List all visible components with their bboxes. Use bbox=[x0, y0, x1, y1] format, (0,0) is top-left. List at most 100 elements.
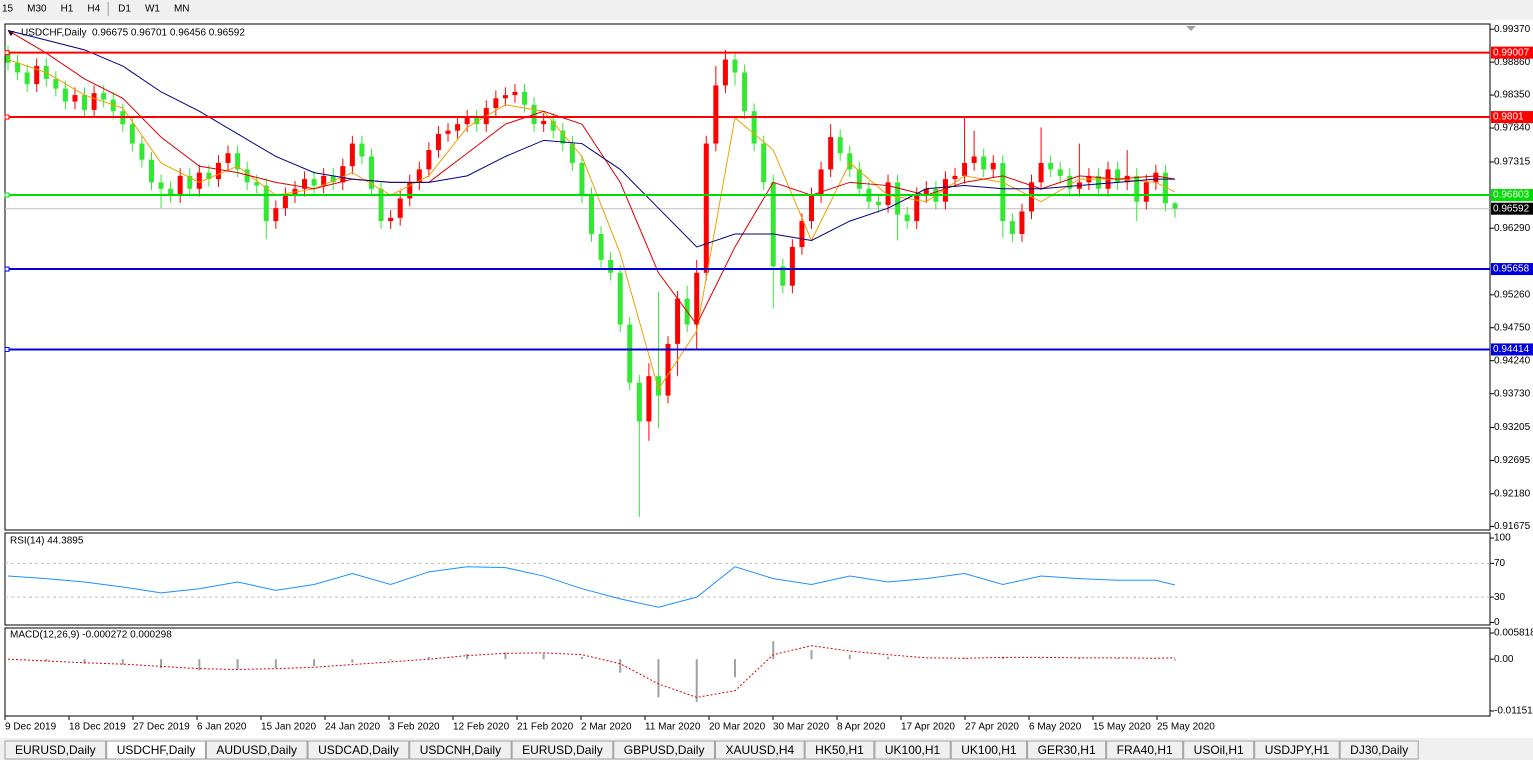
candle-body bbox=[158, 182, 164, 189]
x-tick-label: 6 Jan 2020 bbox=[197, 722, 247, 733]
candle-body bbox=[62, 88, 68, 102]
candle-body bbox=[522, 91, 528, 105]
rsi-line bbox=[7, 566, 1176, 608]
tab[interactable]: FRA40,H1 bbox=[1106, 740, 1184, 760]
tab[interactable]: UK100,H1 bbox=[950, 740, 1028, 760]
level-label: 0.96803 bbox=[1493, 190, 1530, 201]
level-handle bbox=[4, 114, 10, 120]
tab[interactable]: USOil,H1 bbox=[1183, 740, 1255, 760]
tab-label[interactable]: XAUUSD,H4 bbox=[725, 743, 794, 757]
tab[interactable]: UK100,H1 bbox=[874, 740, 951, 760]
chart-ohlc: 0.96675 0.96701 0.96456 0.96592 bbox=[92, 28, 245, 39]
tab-label[interactable]: HK50,H1 bbox=[815, 743, 864, 757]
candle-body bbox=[282, 195, 288, 209]
candle-body bbox=[168, 188, 174, 196]
current-price-label-bg bbox=[1491, 202, 1533, 215]
candle-body bbox=[340, 166, 346, 183]
candle-body bbox=[942, 179, 948, 202]
candle-body bbox=[809, 195, 815, 222]
tab-label[interactable]: AUDUSD,Daily bbox=[216, 743, 297, 757]
tab[interactable]: XAUUSD,H4 bbox=[714, 740, 805, 760]
candle-body bbox=[91, 93, 97, 110]
tab-label[interactable]: USOil,H1 bbox=[1194, 743, 1244, 757]
tab-label[interactable]: GBPUSD,Daily bbox=[624, 743, 705, 757]
candle-body bbox=[895, 182, 901, 215]
tab-label[interactable]: USDCNH,Daily bbox=[420, 743, 501, 757]
timeframe-button[interactable]: H4 bbox=[87, 4, 100, 15]
y-tick-label: 0.92180 bbox=[1494, 488, 1531, 499]
level-label: 0.99007 bbox=[1493, 47, 1530, 58]
tab[interactable]: EURUSD,Daily bbox=[4, 740, 107, 760]
y-tick-label: 0.93205 bbox=[1494, 422, 1531, 433]
tab-label[interactable]: DJ30,Daily bbox=[1350, 743, 1408, 757]
candle-body bbox=[914, 195, 920, 222]
candle-body bbox=[5, 53, 11, 63]
tab[interactable]: USDCAD,Daily bbox=[307, 740, 410, 760]
candle-body bbox=[1048, 162, 1054, 170]
panes bbox=[4, 23, 1491, 717]
collapse-icon[interactable] bbox=[8, 31, 14, 36]
candle-body bbox=[1162, 172, 1168, 204]
candle-body bbox=[770, 182, 776, 267]
tab[interactable]: USDJPY,H1 bbox=[1254, 740, 1340, 760]
timeframe-button[interactable]: H1 bbox=[61, 4, 74, 15]
main-pane bbox=[4, 23, 1491, 531]
tab-label[interactable]: UK100,H1 bbox=[885, 743, 941, 757]
candle-body bbox=[82, 95, 88, 110]
y-tick-label: 0.97315 bbox=[1494, 157, 1531, 168]
candle-body bbox=[139, 143, 145, 160]
x-tick-label: 18 Dec 2019 bbox=[69, 722, 126, 733]
tab-label[interactable]: EURUSD,Daily bbox=[15, 743, 96, 757]
candle-body bbox=[72, 95, 78, 102]
tab[interactable]: AUDUSD,Daily bbox=[205, 740, 308, 760]
candle-body bbox=[761, 143, 767, 183]
shift-marker bbox=[1186, 26, 1196, 31]
tab-label[interactable]: UK100,H1 bbox=[961, 743, 1017, 757]
x-tick-label: 27 Dec 2019 bbox=[133, 722, 190, 733]
candle-body bbox=[177, 175, 183, 196]
moving-average bbox=[7, 59, 1176, 391]
tab[interactable]: USDCHF,Daily bbox=[106, 740, 206, 760]
tab-bg bbox=[409, 740, 512, 760]
candle-body bbox=[742, 72, 748, 112]
tab[interactable]: GER30,H1 bbox=[1027, 740, 1107, 760]
timeframe-button[interactable]: MN bbox=[174, 4, 190, 15]
timeframe-button[interactable]: W1 bbox=[145, 4, 160, 15]
candle-body bbox=[665, 343, 671, 396]
tab-label[interactable]: GER30,H1 bbox=[1038, 743, 1096, 757]
candle-body bbox=[196, 172, 202, 189]
level-label: 0.95658 bbox=[1493, 264, 1530, 275]
y-tick-label: 0.95260 bbox=[1494, 289, 1531, 300]
level-handle bbox=[4, 346, 10, 352]
tab[interactable]: HK50,H1 bbox=[804, 740, 875, 760]
candle-body bbox=[1172, 203, 1178, 209]
tab-bg bbox=[714, 740, 805, 760]
tab-label[interactable]: USDJPY,H1 bbox=[1265, 743, 1330, 757]
y-tick-label: 0.96290 bbox=[1494, 223, 1531, 234]
moving-average bbox=[7, 29, 1175, 248]
candle-body bbox=[225, 153, 231, 163]
candle-body bbox=[1067, 175, 1073, 189]
tab-label[interactable]: EURUSD,Daily bbox=[522, 743, 603, 757]
level-label-bg bbox=[1491, 111, 1533, 124]
y-tick-label: 0.98350 bbox=[1494, 90, 1531, 101]
tab-label[interactable]: USDCAD,Daily bbox=[318, 743, 399, 757]
timeframe-button[interactable]: 15 bbox=[2, 4, 14, 15]
tab[interactable]: DJ30,Daily bbox=[1339, 740, 1419, 760]
tab-bg bbox=[307, 740, 410, 760]
timeframe-button[interactable]: M30 bbox=[27, 4, 47, 15]
y-tick-label: 0 bbox=[1494, 617, 1500, 628]
tab-label[interactable]: USDCHF,Daily bbox=[117, 743, 196, 757]
y-tick-label: 0.94240 bbox=[1494, 355, 1531, 366]
candle-body bbox=[856, 169, 862, 189]
candle-body bbox=[636, 382, 642, 422]
tab[interactable]: EURUSD,Daily bbox=[511, 740, 614, 760]
tab[interactable]: GBPUSD,Daily bbox=[613, 740, 715, 760]
rsi-title: RSI(14) 44.3895 bbox=[10, 536, 84, 547]
tab[interactable]: USDCNH,Daily bbox=[409, 740, 512, 760]
timeframe-button[interactable]: D1 bbox=[118, 4, 131, 15]
candle-body bbox=[129, 124, 135, 144]
candle-body bbox=[426, 150, 432, 170]
candle-body bbox=[359, 143, 365, 157]
tab-label[interactable]: FRA40,H1 bbox=[1117, 743, 1173, 757]
